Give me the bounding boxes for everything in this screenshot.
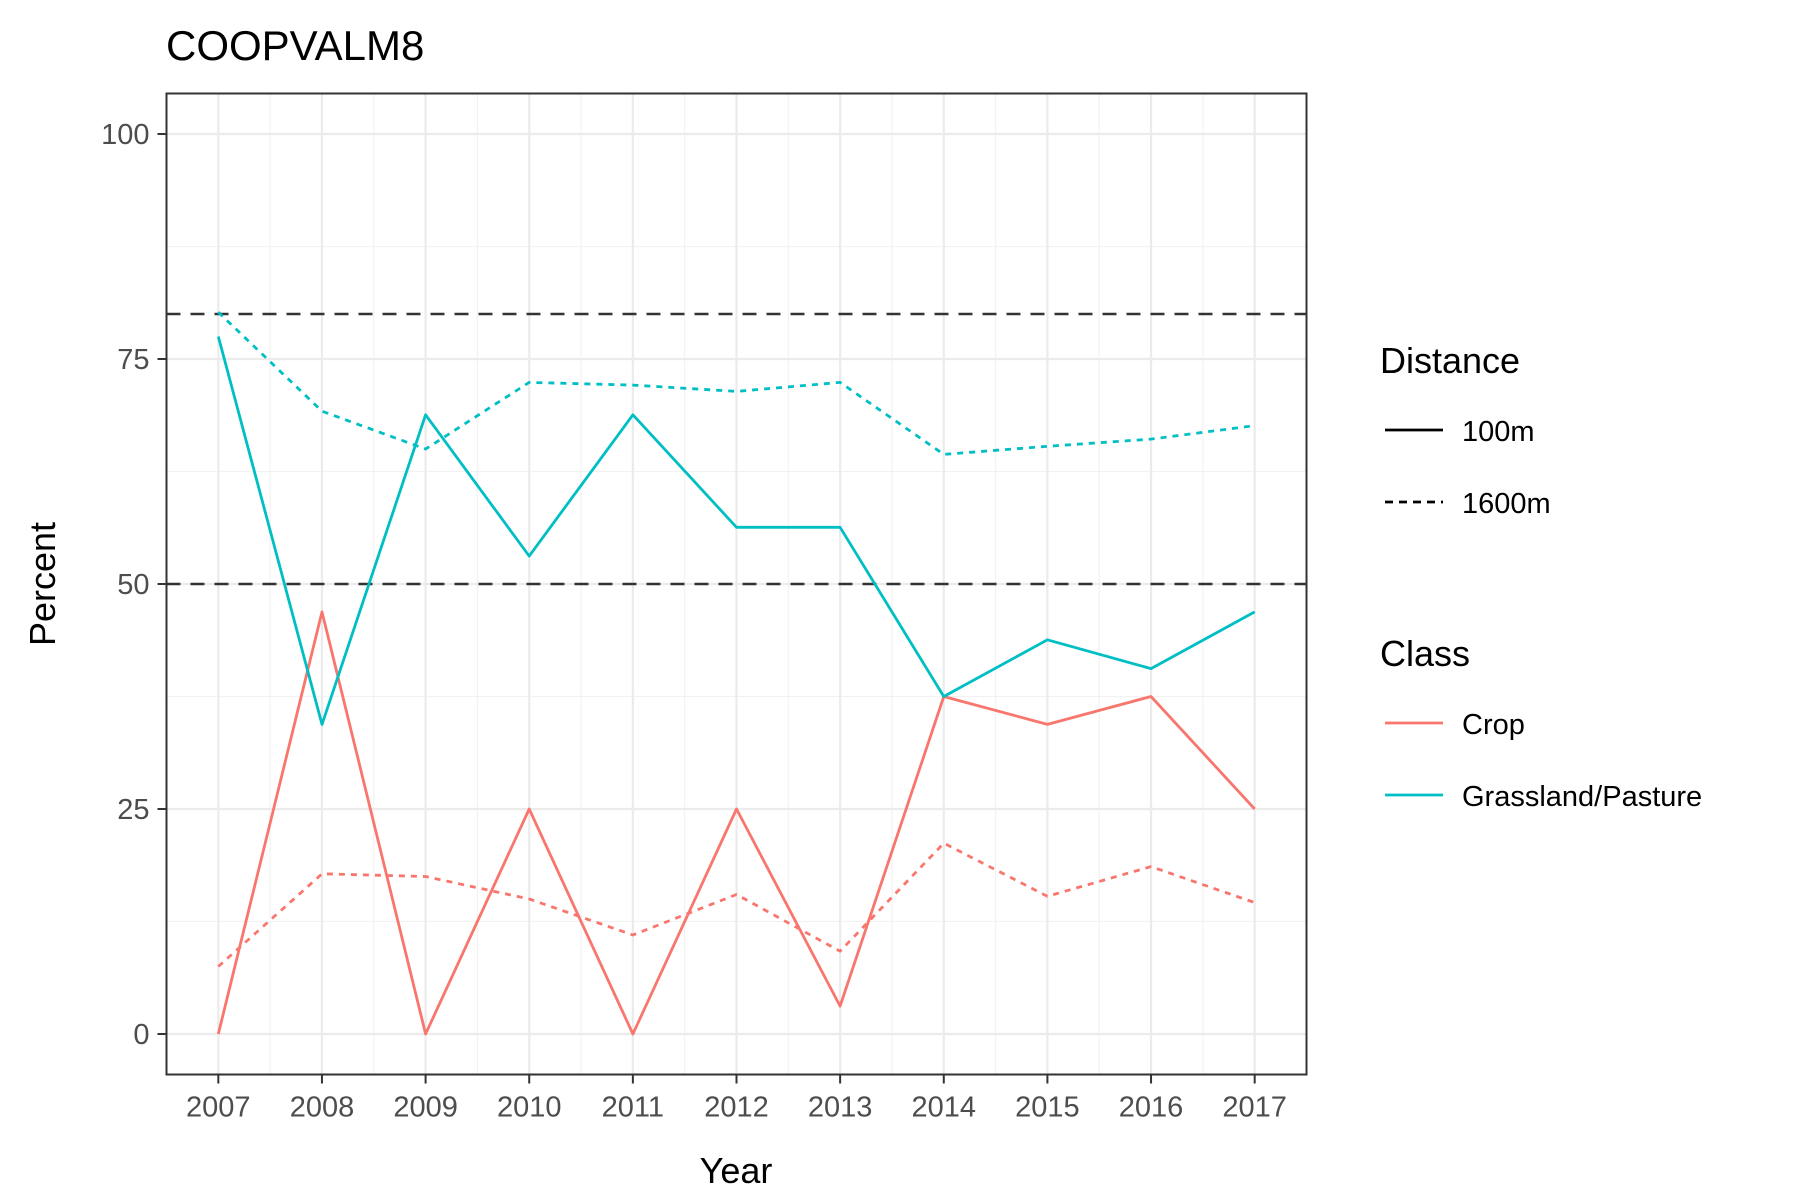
legend-label-crop: Crop — [1462, 709, 1525, 741]
x-tick-label: 2010 — [497, 1092, 562, 1124]
y-tick-label: 100 — [101, 119, 149, 151]
legend-label-grassland-pasture: Grassland/Pasture — [1462, 781, 1702, 813]
legend-distance: Distance 100m 1600m — [1380, 340, 1551, 520]
y-tick-label: 25 — [117, 794, 149, 826]
y-axis: 0 25 50 75 100 — [101, 119, 167, 1051]
y-axis-title: Percent — [22, 522, 63, 646]
x-tick-label: 2011 — [602, 1092, 664, 1124]
y-tick-label: 50 — [117, 569, 149, 601]
legend-label-1600m: 1600m — [1462, 488, 1551, 520]
x-axis-title: Year — [700, 1150, 773, 1191]
x-axis: 2007 2008 2009 2010 2011 2012 2013 2014 2015 2016… — [186, 1074, 1287, 1124]
legend-class-title: Class — [1380, 633, 1470, 674]
series-line-crop-100m — [216, 610, 1256, 1036]
series-line-crop-1600m — [217, 841, 1256, 968]
x-tick-label: 2012 — [704, 1092, 769, 1124]
series-line-grassland-pasture-1600m — [217, 311, 1255, 456]
chart-title: COOPVALM8 — [166, 22, 424, 69]
x-tick-label: 2009 — [393, 1092, 458, 1124]
series-line-grassland-pasture-100m — [216, 336, 1256, 726]
x-tick-label: 2008 — [290, 1092, 355, 1124]
x-tick-label: 2007 — [186, 1092, 251, 1124]
y-tick-label: 75 — [117, 344, 149, 376]
legend-distance-title: Distance — [1380, 340, 1520, 381]
y-tick-label: 0 — [133, 1019, 149, 1051]
x-tick-label: 2017 — [1222, 1092, 1287, 1124]
x-tick-label: 2015 — [1015, 1092, 1080, 1124]
series-layer — [216, 311, 1256, 1036]
major-gridlines — [166, 93, 1307, 1075]
legend-label-100m: 100m — [1462, 416, 1535, 448]
x-tick-label: 2014 — [912, 1092, 977, 1124]
x-tick-label: 2016 — [1119, 1092, 1184, 1124]
legend-class: Class Crop Grassland/Pasture — [1380, 633, 1702, 813]
reference-lines — [166, 312, 1307, 586]
x-tick-label: 2013 — [808, 1092, 873, 1124]
